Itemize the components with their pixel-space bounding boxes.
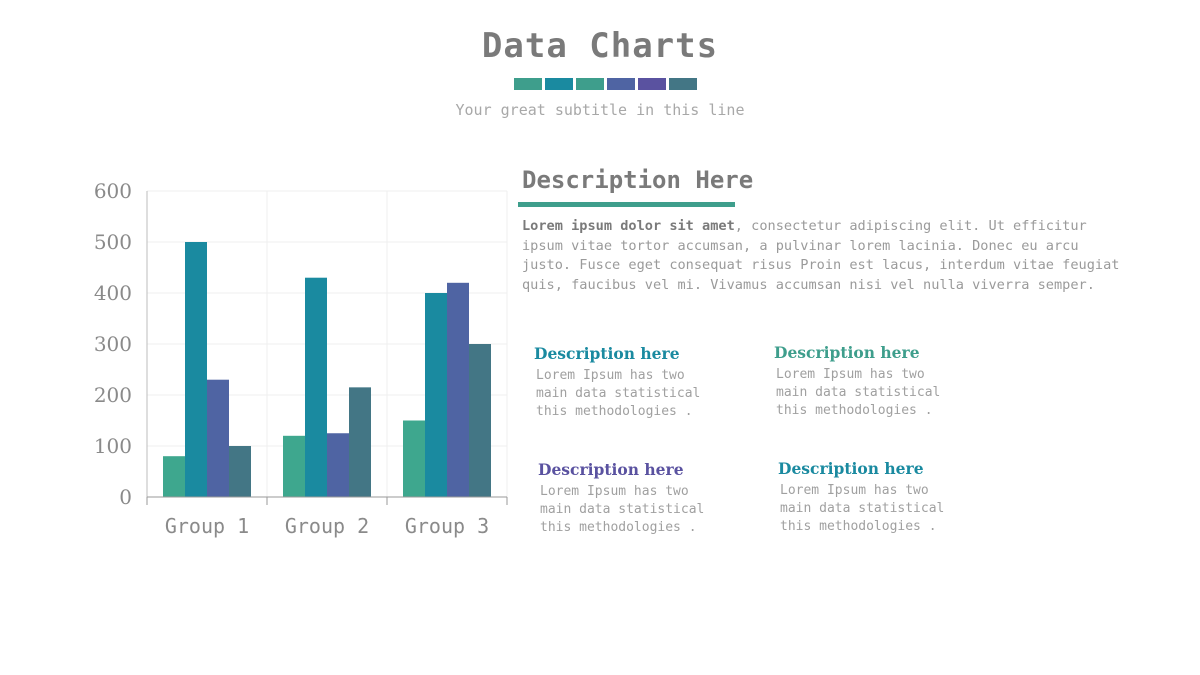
bar	[425, 293, 447, 497]
x-tick-label: Group 2	[285, 514, 369, 538]
page-subtitle: Your great subtitle in this line	[455, 101, 745, 119]
y-tick-label: 400	[94, 281, 132, 305]
y-tick-label: 300	[94, 332, 132, 356]
card-text: Lorem Ipsum has two main data statistica…	[776, 367, 941, 418]
color-swatch-strip	[514, 78, 697, 90]
description-card: Description here Lorem Ipsum has two mai…	[538, 460, 738, 537]
card-title: Description here	[538, 460, 684, 479]
bar	[163, 456, 185, 497]
description-title: Description Here	[522, 166, 754, 194]
bar	[229, 446, 251, 497]
color-swatch	[638, 78, 666, 90]
bar	[469, 344, 491, 497]
description-lead-rest: , consectetur adipiscing elit. Ut effici…	[522, 218, 1120, 293]
y-tick-label: 100	[94, 434, 132, 458]
x-tick-label: Group 1	[165, 514, 249, 538]
y-tick-label: 500	[94, 230, 132, 254]
card-text: Lorem Ipsum has two main data statistica…	[780, 483, 945, 534]
description-card: Description here Lorem Ipsum has two mai…	[778, 459, 978, 536]
page-title: Data Charts	[481, 26, 719, 66]
description-underline	[518, 202, 735, 207]
bar	[327, 433, 349, 497]
description-card: Description here Lorem Ipsum has two mai…	[774, 343, 974, 420]
card-text: Lorem Ipsum has two main data statistica…	[540, 484, 705, 535]
y-tick-label: 600	[94, 179, 132, 203]
bar	[207, 379, 229, 497]
bar	[349, 387, 371, 497]
y-tick-label: 200	[94, 383, 132, 407]
x-tick-label: Group 3	[405, 514, 489, 538]
bar	[447, 282, 469, 497]
y-tick-label: 0	[119, 485, 132, 509]
card-text: Lorem Ipsum has two main data statistica…	[536, 368, 701, 419]
color-swatch	[514, 78, 542, 90]
card-title: Description here	[778, 459, 924, 478]
card-title: Description here	[534, 344, 680, 363]
description-lead-bold: Lorem ipsum dolor sit amet	[522, 218, 735, 234]
color-swatch	[545, 78, 573, 90]
bar-chart: 0 100 200 300 400 500 600 Group 1 Group 2 Group 3	[94, 179, 508, 538]
bar	[305, 277, 327, 497]
bar	[283, 435, 305, 497]
color-swatch	[669, 78, 697, 90]
color-swatch	[607, 78, 635, 90]
bar	[185, 242, 207, 497]
description-card: Description here Lorem Ipsum has two mai…	[534, 344, 734, 421]
color-swatch	[576, 78, 604, 90]
bar	[403, 420, 425, 497]
description-body: Lorem ipsum dolor sit amet, consectetur …	[522, 217, 1132, 295]
card-title: Description here	[774, 343, 920, 362]
